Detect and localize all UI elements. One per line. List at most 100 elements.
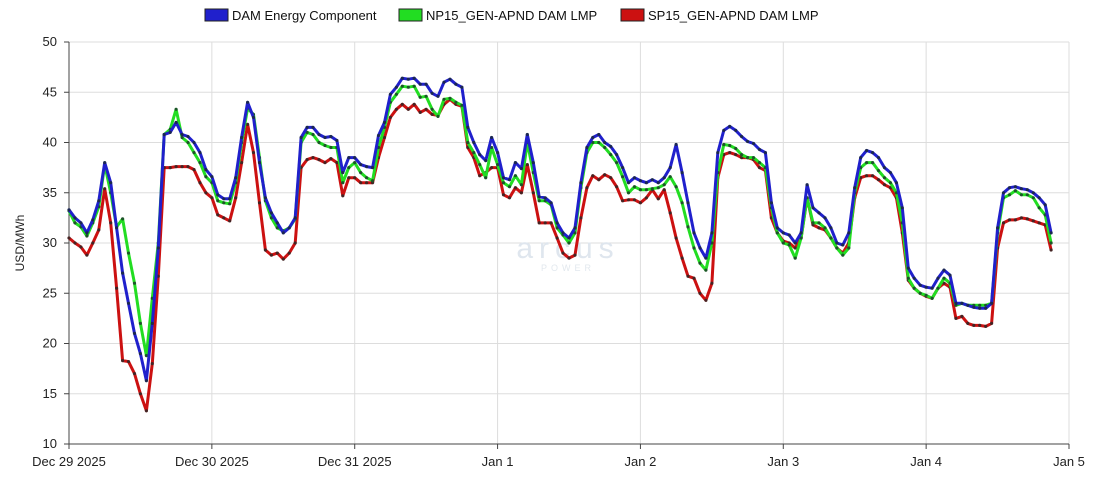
data-point <box>579 181 583 185</box>
data-point <box>436 94 440 98</box>
data-point <box>519 183 524 187</box>
data-point <box>984 324 988 328</box>
data-point <box>906 276 910 280</box>
data-point <box>978 323 982 327</box>
data-point <box>299 135 303 140</box>
data-point <box>281 257 285 261</box>
data-point <box>650 178 654 182</box>
data-point <box>192 140 196 145</box>
data-point <box>275 251 279 255</box>
data-point <box>865 174 869 178</box>
data-point <box>150 362 154 366</box>
data-point <box>1019 187 1024 191</box>
data-point <box>1037 221 1041 225</box>
data-point <box>662 188 666 192</box>
data-point <box>775 226 779 230</box>
legend-item: NP15_GEN-APND DAM LMP <box>398 8 597 23</box>
data-point <box>668 166 672 170</box>
data-point <box>609 176 613 180</box>
data-point <box>686 274 690 278</box>
data-point <box>347 156 351 160</box>
data-point <box>900 206 904 210</box>
data-point <box>906 266 910 270</box>
data-point <box>954 301 958 305</box>
data-point <box>430 107 434 111</box>
data-point <box>525 132 529 137</box>
data-point <box>704 268 708 272</box>
data-point <box>507 196 512 200</box>
data-point <box>400 84 404 88</box>
data-point <box>472 140 476 145</box>
data-point <box>680 171 684 175</box>
data-point <box>335 138 339 143</box>
data-point <box>323 135 327 140</box>
data-point <box>615 185 619 189</box>
data-point <box>894 181 899 185</box>
data-point <box>466 125 470 129</box>
data-point <box>888 171 893 175</box>
data-point <box>234 196 238 200</box>
data-point <box>525 163 529 167</box>
data-point <box>121 217 125 221</box>
data-point <box>216 193 220 197</box>
data-point <box>418 110 422 114</box>
data-point <box>365 176 369 180</box>
data-point <box>186 140 190 145</box>
data-point <box>513 174 518 178</box>
data-point <box>978 303 982 307</box>
data-point <box>454 100 458 104</box>
data-point <box>888 181 893 185</box>
data-point <box>728 124 732 128</box>
data-point <box>103 187 107 191</box>
legend-swatch <box>620 8 645 22</box>
data-point <box>579 216 583 220</box>
data-point <box>216 199 220 203</box>
data-point <box>1049 241 1053 245</box>
data-point <box>1019 193 1024 197</box>
data-point <box>192 151 196 155</box>
data-point <box>603 140 607 145</box>
data-point <box>632 185 637 189</box>
data-point <box>132 281 137 285</box>
data-point <box>823 216 827 220</box>
data-point <box>692 231 696 235</box>
x-tick-label: Jan 5 <box>1053 454 1085 469</box>
data-point <box>603 173 607 177</box>
data-point <box>323 161 327 165</box>
data-point <box>644 188 649 192</box>
data-point <box>662 176 666 180</box>
data-point <box>519 191 524 195</box>
data-point <box>734 153 738 157</box>
data-point <box>359 171 363 175</box>
data-point <box>168 130 172 134</box>
legend: DAM Energy Component NP15_GEN-APND DAM LM… <box>204 8 819 23</box>
data-point <box>228 202 232 206</box>
data-point <box>567 256 571 260</box>
data-point <box>823 226 827 230</box>
data-point <box>740 156 744 160</box>
data-point <box>811 206 815 210</box>
data-point <box>757 161 762 165</box>
data-point <box>353 176 357 180</box>
data-point <box>472 151 476 155</box>
y-tick-label: 40 <box>43 135 57 150</box>
data-point <box>972 323 976 327</box>
data-point <box>734 128 738 132</box>
data-point <box>519 167 524 171</box>
data-point <box>144 354 148 358</box>
data-point <box>698 291 702 295</box>
data-point <box>144 409 148 413</box>
data-point <box>109 181 113 185</box>
data-point <box>597 132 601 137</box>
y-tick-label: 50 <box>43 34 57 49</box>
data-point <box>412 102 416 106</box>
data-point <box>329 145 333 150</box>
data-point <box>436 114 440 118</box>
data-point <box>79 221 83 225</box>
data-point <box>442 80 446 84</box>
data-point <box>1049 231 1053 235</box>
data-point <box>781 241 785 245</box>
data-point <box>990 321 994 325</box>
data-point <box>73 216 77 220</box>
data-point <box>573 253 577 257</box>
